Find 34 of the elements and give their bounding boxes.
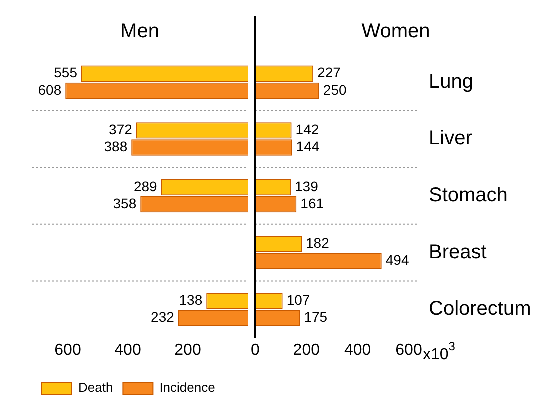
x-tick-label: 200 bbox=[174, 342, 202, 360]
data-label: 139 bbox=[295, 178, 319, 194]
data-label: 175 bbox=[304, 308, 328, 325]
data-label: 107 bbox=[286, 292, 310, 308]
chart-title: Men bbox=[120, 20, 160, 43]
x-tick-label: 400 bbox=[114, 342, 142, 360]
y-tick-label: Breast bbox=[429, 241, 488, 264]
data-label: 289 bbox=[134, 178, 158, 194]
data-label: 372 bbox=[109, 122, 133, 138]
y-tick-label: Lung bbox=[429, 70, 474, 93]
x-tick-label: 200 bbox=[293, 342, 320, 360]
data-label: 388 bbox=[104, 138, 128, 155]
data-label: 182 bbox=[306, 235, 330, 252]
data-label: 142 bbox=[296, 122, 320, 138]
data-label: 232 bbox=[151, 308, 175, 325]
data-label: 144 bbox=[296, 138, 320, 155]
y-tick-label: Stomach bbox=[429, 184, 508, 207]
data-label: 555 bbox=[54, 64, 78, 81]
data-label: 138 bbox=[179, 292, 203, 308]
y-tick-label: Liver bbox=[429, 128, 473, 150]
legend-label: Incidence bbox=[160, 380, 216, 396]
data-label: 161 bbox=[300, 195, 324, 212]
data-label: 227 bbox=[318, 64, 342, 81]
chart-title: Women bbox=[362, 20, 430, 43]
x-tick-label: 600 bbox=[54, 342, 82, 360]
data-label: 358 bbox=[113, 195, 137, 212]
x-tick-label: 600 bbox=[396, 342, 422, 360]
data-label: 250 bbox=[323, 82, 347, 98]
legend-label: Death bbox=[78, 380, 114, 396]
data-label: 608 bbox=[38, 82, 62, 98]
x-tick-label: 0 bbox=[250, 342, 260, 360]
y-tick-label: Colorectum bbox=[429, 298, 532, 320]
data-label: 494 bbox=[386, 252, 410, 268]
x-tick-label: 400 bbox=[344, 342, 372, 360]
